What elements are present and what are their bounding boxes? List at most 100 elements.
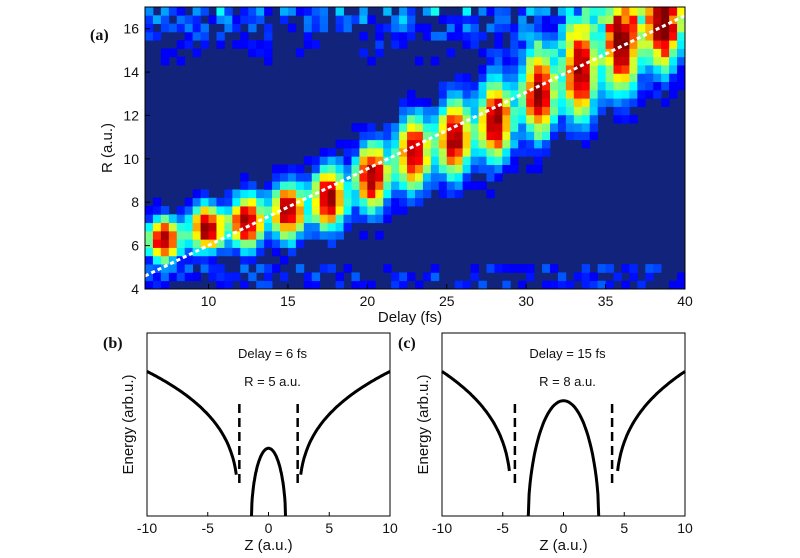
heatmap-cell — [240, 40, 249, 49]
heatmap-cell — [478, 123, 487, 132]
heatmap-cell — [407, 156, 416, 165]
heatmap-cell — [343, 15, 352, 24]
heatmap-cell — [192, 272, 201, 282]
heatmap-cell — [295, 189, 305, 199]
heatmap-cell — [176, 7, 186, 16]
heatmap-cell — [407, 15, 416, 24]
heatmap-cell — [295, 172, 305, 182]
heatmap-cell — [240, 181, 249, 190]
heatmap-cell — [645, 40, 654, 49]
heatmap-cell — [327, 164, 336, 174]
heatmap-cell — [438, 15, 448, 24]
heatmap-cell — [375, 197, 384, 207]
heatmap-cell — [160, 272, 170, 282]
heatmap-cell — [629, 81, 638, 91]
panel-label-b: (b) — [103, 335, 123, 352]
heatmap-cell — [518, 114, 527, 124]
heatmap-cell — [216, 239, 225, 248]
heatmap-cell — [311, 7, 321, 16]
heatmap-cell — [597, 106, 606, 116]
heatmap-cell — [399, 23, 408, 33]
heatmap-cells — [145, 7, 686, 290]
heatmap-cell — [621, 56, 630, 66]
heatmap-cell — [526, 98, 535, 107]
heatmap-cell — [557, 40, 567, 49]
heatmap-cell — [502, 7, 511, 16]
y-tick-label: 6 — [131, 238, 139, 254]
heatmap-cell — [510, 156, 519, 165]
heatmap-cell — [232, 189, 241, 199]
heatmap-cell — [375, 189, 384, 199]
heatmap-cell — [280, 7, 289, 16]
heatmap-cell — [407, 106, 416, 116]
heatmap-cell — [224, 206, 233, 215]
heatmap-cell — [589, 89, 599, 99]
heatmap-cell — [645, 48, 654, 58]
heatmap-cell — [399, 7, 408, 16]
heatmap-cell — [605, 73, 614, 83]
heatmap-cell — [184, 206, 194, 215]
y-tick-label: 12 — [123, 107, 139, 123]
heatmap-cell — [502, 89, 511, 99]
heatmap-cell — [454, 181, 464, 190]
heatmap-cell — [462, 89, 471, 99]
heatmap-cell — [502, 123, 511, 132]
heatmap-cell — [550, 114, 559, 124]
heatmap-cell — [454, 148, 464, 157]
heatmap-cell — [256, 239, 265, 248]
heatmap-cell — [192, 206, 201, 215]
heatmap-cell — [550, 280, 559, 290]
heatmap-cell — [216, 272, 225, 282]
heatmap-cell — [295, 214, 305, 224]
heatmap-cell — [272, 164, 281, 174]
heatmap-cell — [557, 114, 567, 124]
heatmap-cell — [160, 23, 170, 33]
heatmap-cell — [208, 230, 217, 240]
heatmap-cell — [367, 206, 376, 215]
heatmap-cell — [351, 197, 360, 207]
heatmap-cell — [526, 48, 535, 58]
heatmap-cell — [391, 31, 400, 41]
heatmap-cell — [438, 181, 448, 190]
heatmap-cell — [462, 280, 471, 290]
heatmap-cell — [367, 172, 376, 182]
heatmap-cell — [565, 81, 575, 91]
guide-line — [144, 14, 686, 278]
heatmap-cell — [430, 164, 440, 174]
heatmap-cell — [629, 31, 638, 41]
heatmap-cell — [168, 222, 178, 232]
heatmap-cell — [486, 106, 495, 116]
heatmap-cell — [494, 172, 503, 182]
heatmap-cell — [383, 206, 392, 215]
heatmap-cell — [343, 197, 352, 207]
heatmap-cell — [407, 89, 416, 99]
heatmap-cell — [510, 164, 519, 174]
heatmap-cell — [557, 65, 567, 74]
heatmap-cell — [446, 148, 456, 157]
x-tick-label: 40 — [677, 293, 693, 309]
heatmap-cell — [446, 114, 456, 124]
heatmap-cell — [192, 31, 201, 41]
heatmap-cell — [184, 247, 194, 257]
heatmap-cell — [597, 23, 606, 33]
heatmap-cell — [454, 114, 464, 124]
heatmap-cell — [216, 222, 225, 232]
heatmap-cell — [335, 197, 344, 207]
heatmap-cell — [550, 81, 559, 91]
heatmap-cell — [399, 197, 408, 207]
heatmap-cell — [327, 264, 336, 273]
heatmap-cell — [248, 230, 257, 240]
heatmap-cell — [597, 7, 606, 16]
heatmap-cell — [327, 197, 336, 207]
heatmap-cell — [422, 131, 432, 141]
heatmap-cell — [383, 139, 392, 149]
heatmap-cell — [542, 56, 551, 66]
heatmap-cell — [272, 239, 281, 248]
heatmap-cell — [240, 172, 249, 182]
heatmap-cell — [248, 7, 257, 16]
heatmap-cell — [462, 7, 471, 16]
heatmap-cell — [661, 40, 670, 49]
heatmap-cell — [399, 148, 408, 157]
heatmap-cell — [605, 40, 614, 49]
heatmap-cell — [581, 264, 591, 273]
